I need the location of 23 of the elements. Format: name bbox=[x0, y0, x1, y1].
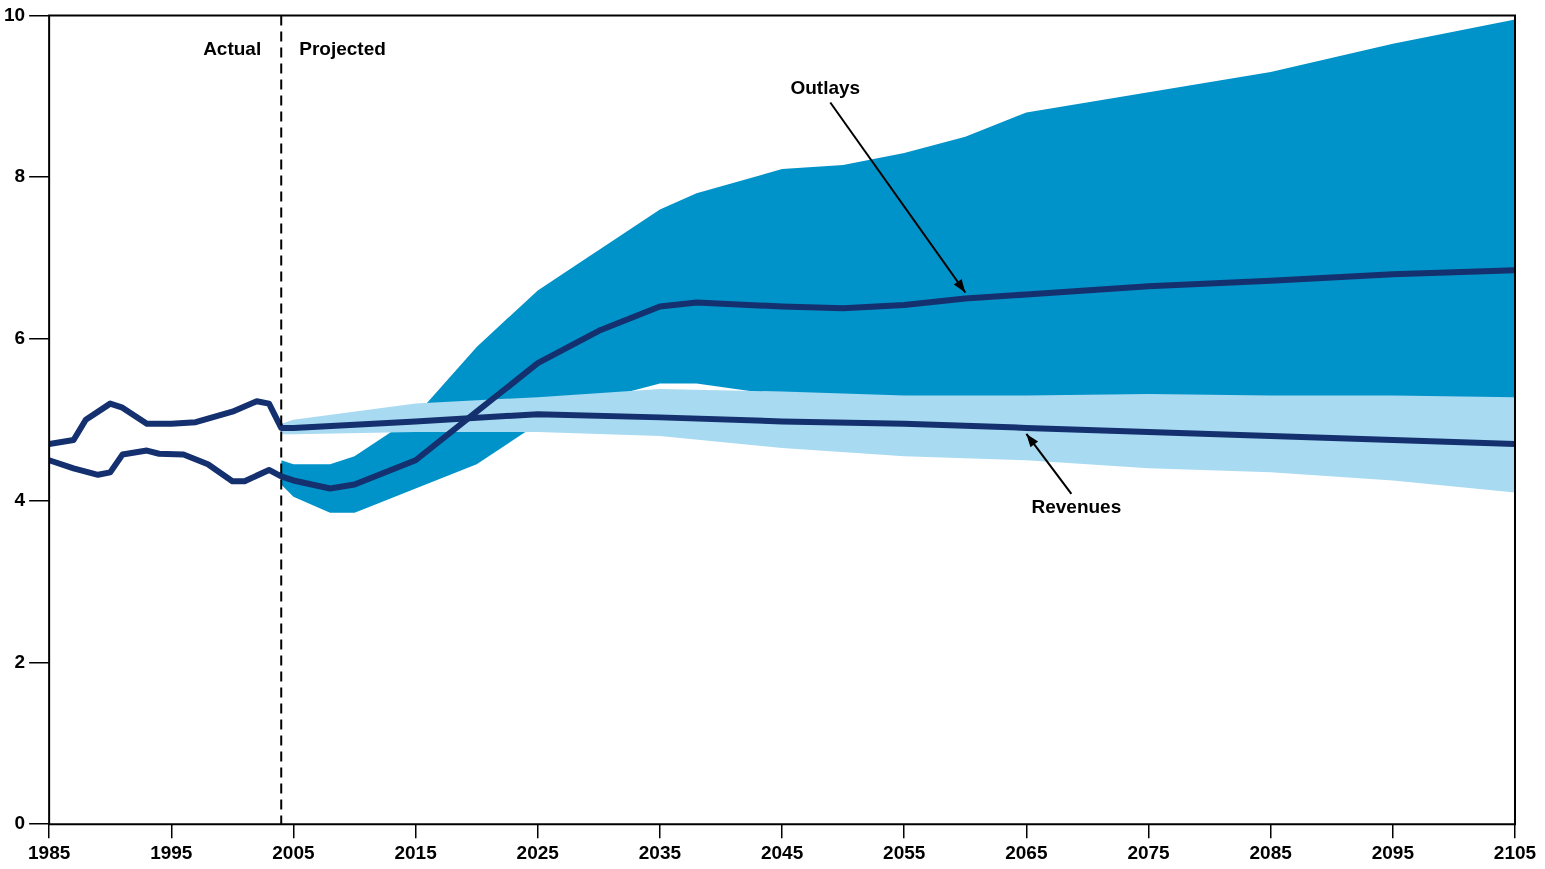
annotation: Actual bbox=[203, 37, 262, 59]
text: Outlays bbox=[790, 76, 861, 98]
y-tick-label: 10 bbox=[3, 3, 26, 25]
x-tick-label: 2055 bbox=[883, 841, 926, 863]
y-tick-label: 8 bbox=[14, 165, 26, 187]
x-tick-label: 2075 bbox=[1127, 841, 1171, 863]
x-tick-label: 2035 bbox=[638, 841, 682, 863]
x-tick-label: 2095 bbox=[1371, 841, 1415, 863]
x-tick-label: 1995 bbox=[150, 841, 193, 863]
x-tick-label: 2015 bbox=[394, 841, 438, 863]
y-tick-label: 0 bbox=[14, 812, 26, 834]
y-tick-label: 2 bbox=[14, 650, 26, 672]
y-tick-label: 6 bbox=[14, 327, 26, 349]
x-tick-label: 2005 bbox=[272, 841, 315, 863]
annotation: Projected bbox=[299, 37, 386, 59]
x-tick-label: 1985 bbox=[27, 841, 71, 863]
x-tick-label: 2105 bbox=[1493, 841, 1537, 863]
x-tick-label: 2085 bbox=[1249, 841, 1293, 863]
text: Revenues bbox=[1031, 496, 1122, 518]
y-tick-label: 4 bbox=[14, 488, 26, 510]
x-tick-label: 2065 bbox=[1005, 841, 1048, 863]
x-tick-label: 2045 bbox=[760, 841, 804, 863]
x-tick-label: 2025 bbox=[516, 841, 560, 863]
